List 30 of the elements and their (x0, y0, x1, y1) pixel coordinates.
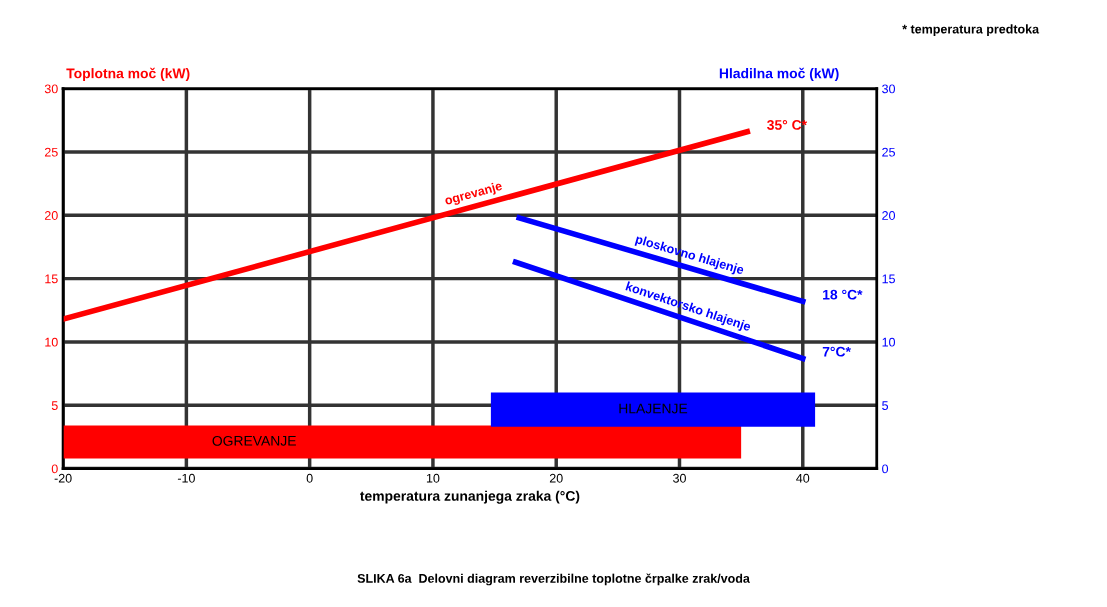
y-tick-label: 20 (44, 211, 58, 220)
y2-tick-label: 30 (882, 84, 896, 94)
y2-tick-label: 5 (882, 401, 889, 410)
text: SLIKA 6a Delovni diagram reverzibilne toplotne črpalke zrak/voda (357, 573, 750, 586)
y2-tick-label: 15 (882, 274, 895, 284)
x-tick-label: 30 (673, 473, 686, 483)
y2-tick-label: 25 (882, 147, 895, 157)
annotation: 18 °C* (823, 289, 863, 300)
annotation: 7°C* (822, 346, 851, 357)
x-tick-label: 20 (549, 473, 563, 483)
text: * temperatura predtoka (902, 24, 1040, 36)
band-label: HLAJENJE (619, 403, 688, 414)
y-tick-label: 0 (51, 464, 58, 474)
x-tick-label: 0 (306, 473, 313, 483)
band-label: OGREVANJE (212, 435, 296, 446)
y-tick-label: 15 (45, 274, 58, 284)
y2-tick-label: 0 (882, 464, 889, 474)
y-tick-label: 25 (44, 147, 58, 157)
x-tick-label: -10 (177, 473, 195, 483)
y2-tick-label: 20 (882, 211, 896, 220)
y-tick-label: 5 (51, 401, 58, 410)
y2-axis-title: Hladilna moč (kW) (719, 67, 839, 82)
x-tick-label: 10 (426, 473, 440, 483)
y-axis-title: Toplotna moč (kW) (66, 67, 190, 82)
x-tick-label: 40 (796, 473, 810, 483)
x-axis-title: temperatura zunanjega zraka (°C) (360, 490, 580, 504)
x-tick-label: -20 (54, 473, 72, 483)
y2-tick-label: 10 (882, 337, 896, 347)
y-tick-label: 10 (45, 337, 58, 347)
y-tick-label: 30 (44, 84, 58, 94)
